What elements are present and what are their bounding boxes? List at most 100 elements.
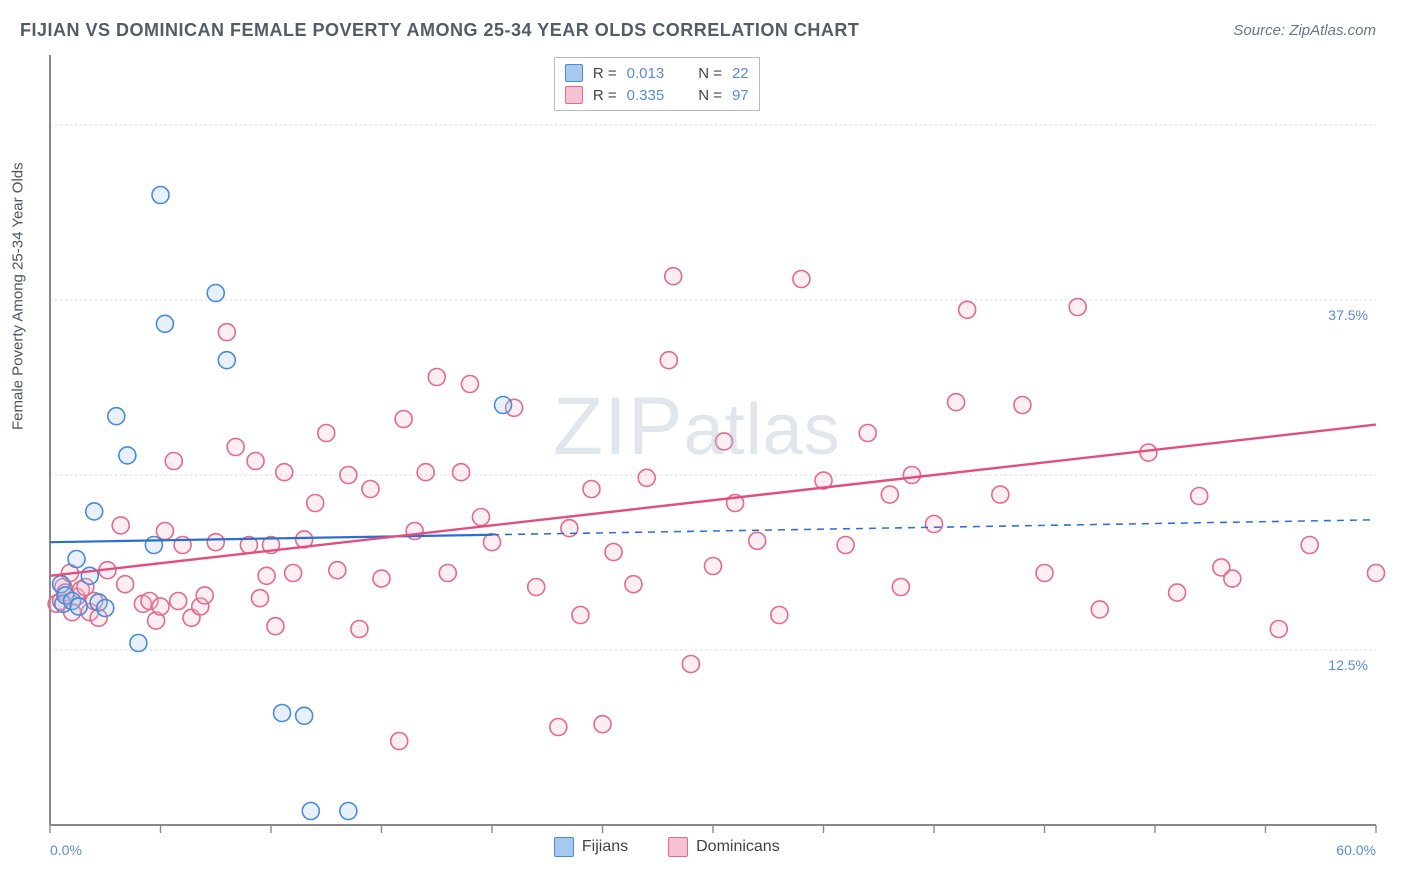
scatter-point [682, 656, 699, 673]
scatter-point [130, 635, 147, 652]
scatter-point [461, 376, 478, 393]
scatter-point [439, 565, 456, 582]
scatter-point [926, 516, 943, 533]
legend-series-item: Fijians [554, 837, 628, 857]
y-tick-label: 12.5% [1328, 657, 1368, 673]
legend-swatch [565, 64, 583, 82]
legend-r-prefix: R = [593, 87, 617, 104]
scatter-point [550, 719, 567, 736]
scatter-point [484, 534, 501, 551]
legend-series-label: Fijians [582, 838, 628, 856]
scatter-point [340, 803, 357, 820]
scatter-point [156, 523, 173, 540]
scatter-point [302, 803, 319, 820]
scatter-point [660, 352, 677, 369]
scatter-point [1140, 444, 1157, 461]
scatter-point [665, 268, 682, 285]
scatter-point [70, 598, 87, 615]
scatter-plot: 12.5%37.5%0.0%60.0% [0, 0, 1406, 892]
scatter-point [992, 486, 1009, 503]
scatter-point [495, 397, 512, 414]
scatter-point [594, 716, 611, 733]
scatter-point [1301, 537, 1318, 554]
scatter-point [274, 705, 291, 722]
scatter-point [705, 558, 722, 575]
legend-n-value: 22 [732, 65, 749, 82]
series-legend: Fijians Dominicans [554, 837, 780, 857]
scatter-point [453, 464, 470, 481]
scatter-point [1224, 570, 1241, 587]
scatter-point [117, 576, 134, 593]
scatter-point [583, 481, 600, 498]
scatter-point [638, 469, 655, 486]
legend-series-item: Dominicans [668, 837, 780, 857]
legend-swatch [554, 837, 574, 857]
scatter-point [152, 187, 169, 204]
legend-series-label: Dominicans [696, 838, 780, 856]
scatter-point [1091, 601, 1108, 618]
scatter-point [276, 464, 293, 481]
legend-r-prefix: R = [593, 65, 617, 82]
scatter-point [296, 707, 313, 724]
scatter-point [472, 509, 489, 526]
scatter-point [959, 301, 976, 318]
scatter-point [318, 425, 335, 442]
scatter-point [948, 394, 965, 411]
scatter-point [1191, 488, 1208, 505]
scatter-point [1036, 565, 1053, 582]
scatter-point [625, 576, 642, 593]
scatter-point [247, 453, 264, 470]
scatter-point [391, 733, 408, 750]
scatter-point [793, 271, 810, 288]
legend-correlation-row: R = 0.013 N = 22 [565, 62, 749, 84]
correlation-legend: R = 0.013 N = 22 R = 0.335N = 97 [554, 57, 760, 111]
scatter-point [218, 352, 235, 369]
scatter-point [258, 567, 275, 584]
scatter-point [218, 324, 235, 341]
scatter-point [156, 315, 173, 332]
scatter-point [362, 481, 379, 498]
scatter-point [196, 587, 213, 604]
scatter-point [86, 503, 103, 520]
scatter-point [112, 517, 129, 534]
legend-r-value: 0.013 [627, 65, 665, 82]
scatter-point [267, 618, 284, 635]
scatter-point [251, 590, 268, 607]
x-tick-label: 0.0% [50, 842, 82, 858]
scatter-point [285, 565, 302, 582]
chart-container: FIJIAN VS DOMINICAN FEMALE POVERTY AMONG… [0, 0, 1406, 892]
scatter-point [307, 495, 324, 512]
legend-n-prefix: N = [698, 65, 722, 82]
legend-swatch [565, 86, 583, 104]
x-tick-label: 60.0% [1336, 842, 1376, 858]
scatter-point [207, 285, 224, 302]
scatter-point [1014, 397, 1031, 414]
scatter-point [716, 433, 733, 450]
scatter-point [108, 408, 125, 425]
scatter-point [1270, 621, 1287, 638]
scatter-point [170, 593, 187, 610]
scatter-point [145, 537, 162, 554]
scatter-point [119, 447, 136, 464]
scatter-point [329, 562, 346, 579]
scatter-point [859, 425, 876, 442]
scatter-point [903, 467, 920, 484]
scatter-point [749, 532, 766, 549]
scatter-point [417, 464, 434, 481]
scatter-point [351, 621, 368, 638]
scatter-point [207, 534, 224, 551]
scatter-point [373, 570, 390, 587]
scatter-point [771, 607, 788, 624]
scatter-point [152, 598, 169, 615]
scatter-point [837, 537, 854, 554]
scatter-point [892, 579, 909, 596]
scatter-point [1368, 565, 1385, 582]
scatter-point [428, 369, 445, 386]
scatter-point [1069, 299, 1086, 316]
scatter-point [572, 607, 589, 624]
legend-r-value: 0.335 [627, 87, 665, 104]
legend-swatch [668, 837, 688, 857]
legend-correlation-row: R = 0.335N = 97 [565, 84, 749, 106]
scatter-point [97, 600, 114, 617]
scatter-point [68, 551, 85, 568]
